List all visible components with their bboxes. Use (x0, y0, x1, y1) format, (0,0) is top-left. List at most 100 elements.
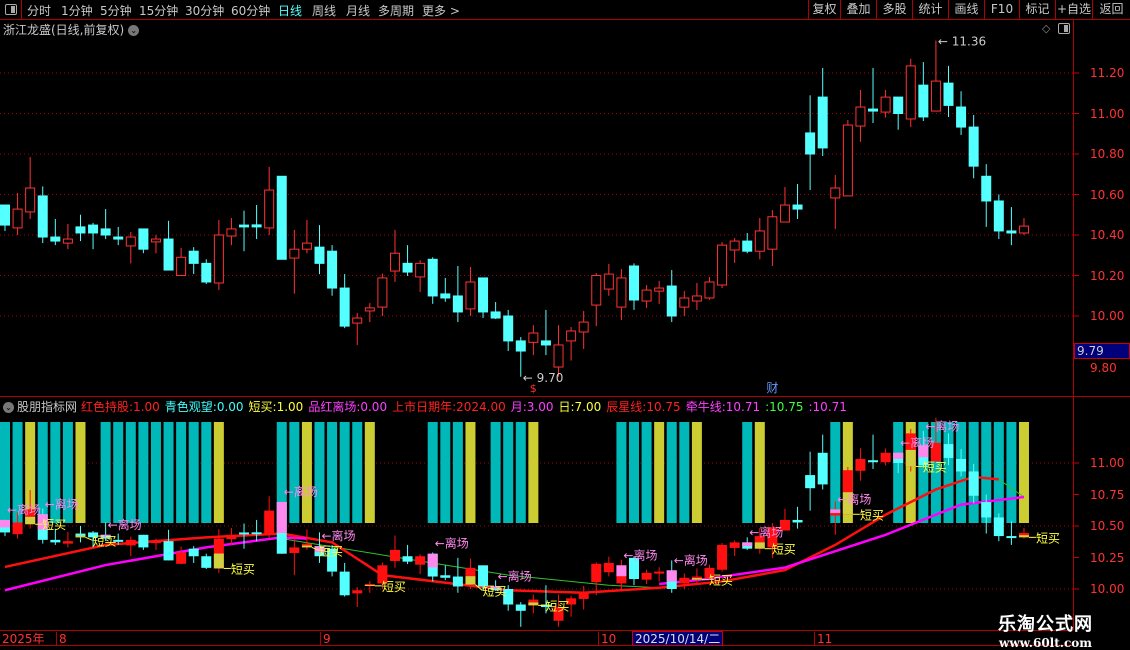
signal-bar-cyan (629, 422, 639, 523)
candle-body (993, 200, 1004, 232)
candle-body (201, 262, 212, 283)
indicator-candle-body (264, 510, 275, 535)
toolbar-button-4[interactable]: 画线 (948, 0, 984, 20)
indicator-value: 青色观望:0.00 (164, 400, 244, 414)
signal-bar-yellow (691, 422, 702, 523)
signal-bar-cyan (1006, 422, 1017, 523)
date-month-8: 8 (56, 632, 67, 646)
period-tab-6[interactable]: 日线 (278, 4, 303, 18)
indicator-candle-body (805, 475, 816, 489)
period-tab-7[interactable]: 周线 (312, 4, 337, 18)
chevron-down-icon[interactable]: ⌄ (3, 402, 14, 413)
signal-bar-cyan (440, 422, 451, 523)
candle-body (327, 250, 338, 289)
exit-highlight (314, 546, 325, 553)
candle-body (12, 208, 23, 229)
indicator-candle-body (176, 552, 187, 564)
signal-bar-yellow (213, 422, 224, 523)
candle-body (754, 230, 765, 252)
signal-bar-cyan (276, 422, 287, 523)
indicator-candle-body (289, 547, 300, 553)
candle-body (239, 224, 250, 228)
panel-layout-icon[interactable] (1058, 23, 1070, 34)
indicator-name[interactable]: 股朋指标网 (17, 400, 78, 414)
candle-body (150, 238, 161, 243)
buy-signal-label: 短买 (42, 518, 66, 532)
price-axis-label: 10.20 (1090, 268, 1125, 283)
top-toolbar: 分时 1分钟 5分钟 15分钟 30分钟 60分钟 日线 周线 月线 多周期 更多 > 复权 叠加 多股… (0, 0, 1130, 20)
candle-body (666, 285, 677, 317)
watermark-logo: 乐淘公式网 www.60lt.com (998, 610, 1093, 650)
indicator-candle-body (327, 548, 338, 572)
candle-body (50, 236, 61, 242)
high-price-marker: ← 11.36 (938, 35, 986, 49)
indicator-candle-body (150, 541, 161, 544)
period-tab-10[interactable]: 更多 > (422, 4, 460, 18)
indicator-candle-body (566, 598, 577, 605)
toolbar-button-7[interactable]: +自选 (1055, 0, 1092, 20)
candle-body (930, 80, 941, 112)
period-tab-5[interactable]: 60分钟 (231, 4, 271, 18)
indicator-candle-body (880, 452, 891, 463)
signal-bar-cyan (452, 422, 463, 523)
period-tab-4[interactable]: 30分钟 (185, 4, 225, 18)
toolbar-button-3[interactable]: 统计 (912, 0, 948, 20)
toolbar-button-1[interactable]: 叠加 (840, 0, 876, 20)
toolbar-button-0[interactable]: 复权 (808, 0, 840, 20)
toolbar-button-2[interactable]: 多股 (876, 0, 912, 20)
candle-body (528, 332, 539, 343)
signal-bar-cyan (830, 422, 841, 523)
layout-toggle-button[interactable] (0, 0, 22, 20)
buy-signal-label: 短买 (92, 534, 116, 548)
indicator-axis-label: 10.00 (1090, 582, 1125, 596)
panel-divider[interactable] (0, 396, 1130, 397)
buy-signal-label: 短买 (231, 562, 255, 576)
exit-signal-label: ←离场 (108, 517, 142, 532)
signal-bar-cyan (503, 422, 514, 523)
candle-body (264, 189, 275, 229)
diamond-icon[interactable]: ◇ (1042, 22, 1051, 35)
candle-body (88, 224, 99, 234)
exit-highlight (0, 519, 10, 528)
signal-bar-yellow (905, 422, 916, 523)
cursor-date: 2025/10/14/二 (632, 631, 724, 646)
buy-highlight (905, 449, 916, 467)
signal-bar-cyan (201, 422, 212, 523)
signal-bar-cyan (163, 422, 174, 523)
period-tab-3[interactable]: 15分钟 (139, 4, 179, 18)
signal-bar-cyan (930, 422, 941, 523)
indicator-candle-body (679, 577, 690, 584)
exit-highlight (830, 509, 841, 514)
exit-signal-label: ←离场 (322, 528, 356, 543)
period-tab-1[interactable]: 1分钟 (61, 4, 93, 18)
candle-body (37, 195, 48, 238)
signal-bar-cyan (314, 422, 325, 523)
toolbar-button-6[interactable]: 标记 (1019, 0, 1055, 20)
price-axis-label: 10.00 (1090, 309, 1125, 323)
indicator-candle-body (817, 452, 828, 485)
signal-bar-cyan (100, 422, 111, 523)
exit-highlight (276, 502, 287, 534)
exit-highlight (918, 445, 929, 458)
indicator-candle-body (515, 604, 526, 611)
indicator-candle-body (956, 458, 967, 472)
signal-bar-yellow (301, 422, 312, 523)
candle-body (943, 82, 954, 106)
toolbar-button-5[interactable]: F10 (984, 0, 1019, 20)
chevron-down-icon[interactable]: ⌄ (128, 25, 140, 36)
candle-body (691, 295, 702, 302)
period-tab-0[interactable]: 分时 (27, 4, 52, 18)
period-tab-2[interactable]: 5分钟 (100, 4, 132, 18)
toolbar-button-8[interactable]: 返回 (1092, 0, 1130, 20)
indicator-axis-label: 10.50 (1090, 519, 1125, 533)
price-axis-label: 11.00 (1090, 106, 1125, 121)
candle-body (905, 65, 916, 120)
candle-body (830, 187, 841, 199)
period-tab-8[interactable]: 月线 (346, 4, 371, 18)
indicator-candle-body (138, 534, 149, 548)
candle-body (138, 228, 149, 250)
period-tab-9[interactable]: 多周期 (378, 4, 415, 18)
exit-signal-label: ←离场 (674, 552, 708, 567)
signal-bar-yellow (364, 422, 375, 523)
